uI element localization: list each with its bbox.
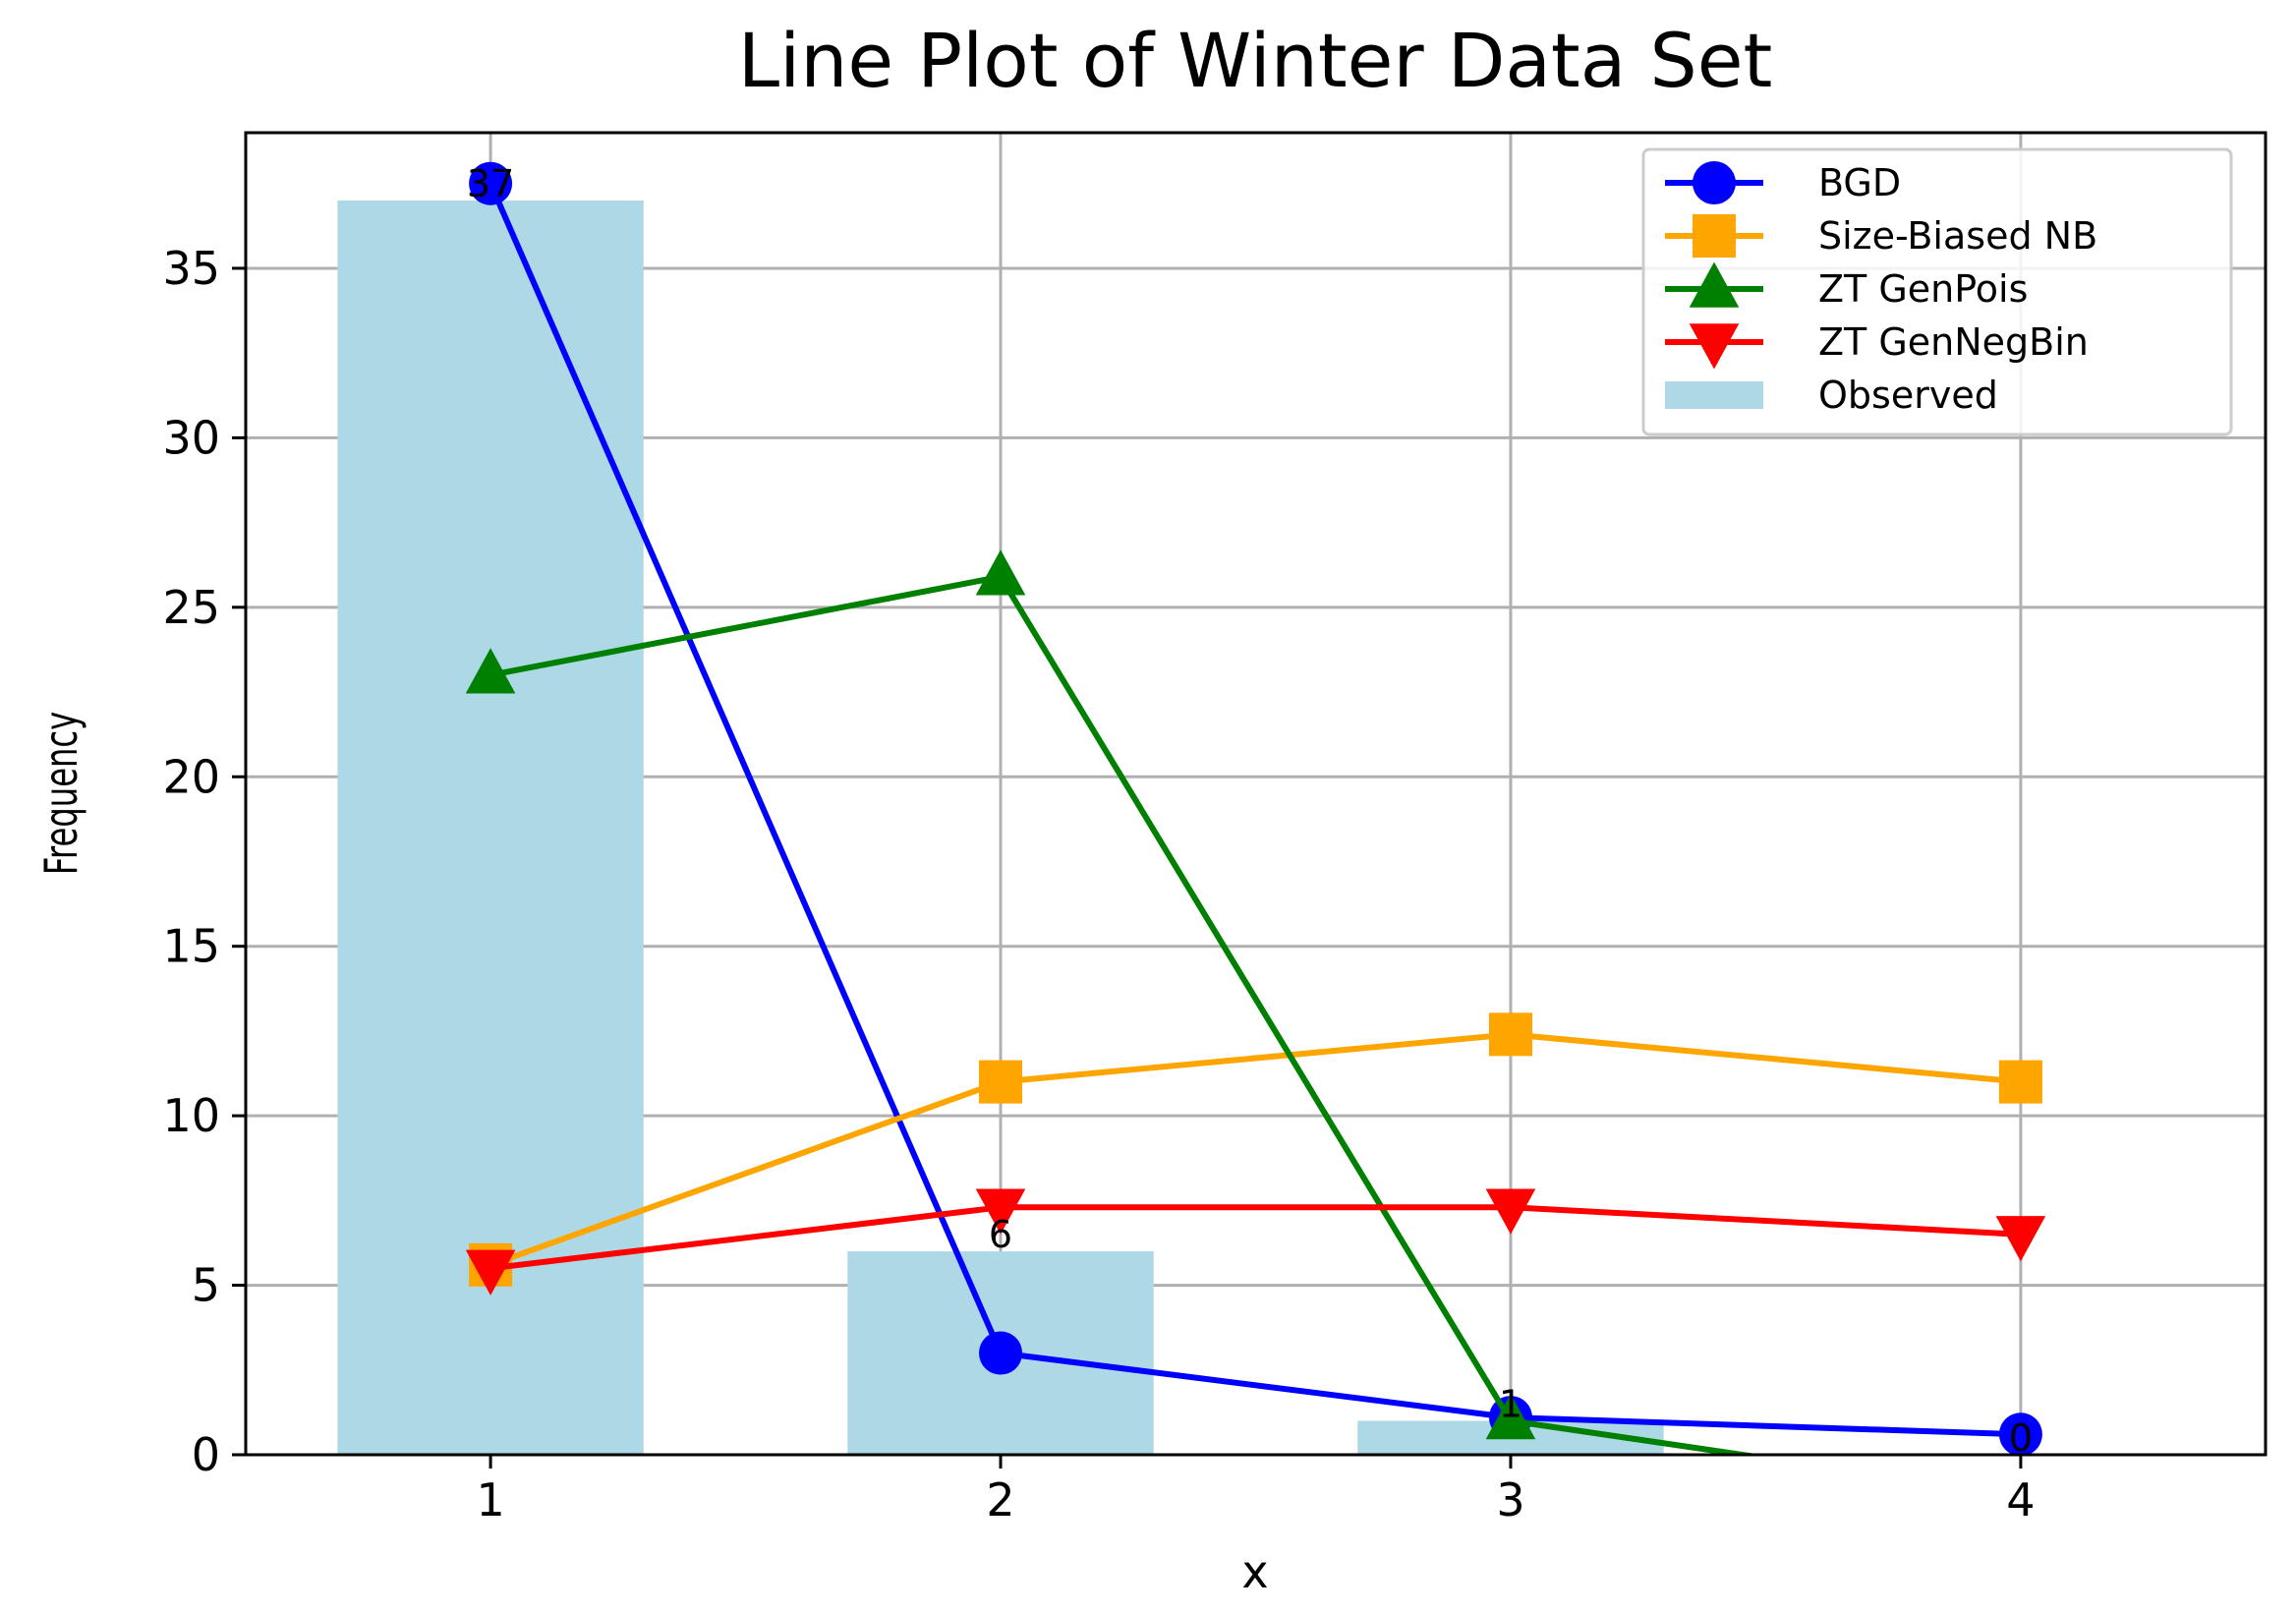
legend-item: BGD	[1665, 161, 1901, 204]
point-marker	[979, 1060, 1023, 1104]
bar-value-label: 0	[2009, 1416, 2033, 1460]
point-marker	[1693, 214, 1736, 258]
legend-label: BGD	[1818, 161, 1901, 204]
x-tick-label: 2	[986, 1473, 1014, 1527]
series-lines	[465, 161, 2046, 1455]
y-tick-label: 0	[192, 1428, 220, 1481]
legend-item: ZT GenPois	[1665, 261, 2028, 311]
y-tick-label: 10	[162, 1089, 220, 1142]
point-marker	[975, 1188, 1026, 1235]
y-tick-label: 30	[162, 411, 220, 464]
series-line	[488, 182, 2022, 1438]
series-zt-gennegbin	[465, 1188, 2046, 1296]
point-marker	[1689, 261, 1740, 308]
x-tick-label: 3	[1496, 1473, 1524, 1527]
bar-data-labels: 37 6 1 0	[467, 162, 2033, 1460]
legend-item: Size-Biased NB	[1665, 214, 2097, 258]
bar-value-label: 6	[989, 1213, 1012, 1256]
chart-title: Line Plot of Winter Data Set	[738, 17, 1773, 104]
plot-frame	[244, 131, 2267, 1457]
series-line	[489, 1204, 2022, 1272]
point-marker	[465, 1249, 516, 1296]
point-marker	[469, 161, 513, 205]
y-tick-label: 15	[162, 920, 220, 973]
legend: BGD Size-Biased NB ZT GenPois ZT GenNegBin O…	[1641, 147, 2233, 436]
legend-item: Observed	[1665, 374, 1998, 417]
point-marker	[975, 549, 1026, 596]
legend-label: ZT GenNegBin	[1818, 320, 2089, 364]
point-marker	[1488, 1012, 1532, 1057]
point-marker	[1689, 323, 1740, 370]
point-marker	[1998, 1060, 2042, 1104]
legend-item: ZT GenNegBin	[1665, 320, 2089, 370]
legend-label: ZT GenPois	[1818, 267, 2028, 311]
series-size-biased-nb	[469, 1012, 2042, 1287]
bar-value-label: 37	[467, 162, 514, 205]
legend-swatch	[1665, 381, 1763, 409]
bar-value-label: 1	[1499, 1383, 1522, 1426]
y-axis-label: Frequency	[35, 712, 87, 875]
y-tick-label: 20	[162, 750, 220, 803]
series-zt-genpois	[465, 549, 1763, 1455]
point-marker	[465, 648, 516, 694]
point-marker	[1485, 1394, 1536, 1440]
point-marker	[1995, 1216, 2046, 1262]
y-tick-label: 25	[162, 581, 220, 634]
point-marker	[1693, 161, 1736, 204]
legend-label: Size-Biased NB	[1818, 214, 2097, 258]
point-marker	[979, 1331, 1023, 1375]
x-tick-label: 1	[476, 1473, 504, 1527]
point-marker	[1485, 1188, 1536, 1235]
series-line	[489, 1031, 2022, 1268]
legend-label: Observed	[1818, 374, 1998, 417]
x-axis-label: x	[1241, 1545, 1268, 1598]
x-tick-label: 4	[2006, 1473, 2035, 1527]
y-tick-label: 5	[192, 1259, 220, 1312]
y-tick-label: 35	[162, 242, 220, 295]
point-marker	[1998, 1412, 2042, 1455]
legend-box	[1641, 147, 2233, 436]
series-line	[489, 573, 1763, 1455]
